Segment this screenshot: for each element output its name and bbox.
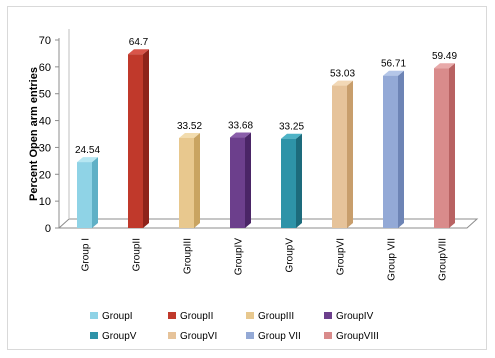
data-label: 33.52 bbox=[177, 121, 202, 132]
x-tick-label: GroupV bbox=[285, 238, 296, 273]
bar bbox=[434, 68, 449, 228]
bar-top bbox=[332, 80, 353, 86]
y-tick-label: 30 bbox=[39, 142, 51, 154]
legend-swatch bbox=[324, 312, 332, 319]
bar bbox=[332, 85, 347, 228]
bar bbox=[281, 138, 296, 228]
data-label: 24.54 bbox=[75, 145, 100, 156]
y-tick-label: 50 bbox=[39, 89, 51, 101]
bar bbox=[230, 137, 245, 228]
y-tick-label: 70 bbox=[39, 35, 51, 47]
bar-side bbox=[296, 133, 302, 228]
x-tick-label: GroupIII bbox=[183, 238, 194, 274]
chart-frame: 0 10 20 30 40 50 60 70 Percent Open arm entries 2… bbox=[7, 6, 487, 350]
y-tick-label: 40 bbox=[39, 116, 51, 128]
legend-label: GroupIV bbox=[336, 311, 374, 322]
bar-side bbox=[92, 157, 98, 228]
legend-swatch bbox=[90, 312, 98, 319]
legend-label: GroupV bbox=[102, 331, 137, 342]
bar bbox=[179, 137, 194, 228]
bar-top bbox=[230, 132, 251, 138]
y-tick-label: 10 bbox=[39, 196, 51, 208]
data-label: 33.68 bbox=[228, 121, 253, 132]
legend-label: GroupII bbox=[180, 311, 213, 322]
legend-swatch bbox=[168, 332, 176, 339]
legend-swatch bbox=[168, 312, 176, 319]
y-axis-label: Percent Open arm entries bbox=[28, 67, 40, 201]
legend-swatch bbox=[246, 312, 254, 319]
legend-label: GroupI bbox=[102, 311, 133, 322]
y-tick-label: 20 bbox=[39, 169, 51, 181]
bar-top bbox=[179, 132, 200, 138]
x-tick-label: GroupII bbox=[132, 238, 143, 271]
data-label: 64.7 bbox=[129, 37, 149, 48]
bar-side bbox=[449, 63, 455, 229]
legend-swatch bbox=[246, 332, 254, 339]
legend-label: Group VII bbox=[258, 331, 301, 342]
legend-label: GroupVI bbox=[180, 331, 217, 342]
data-label: 53.03 bbox=[330, 69, 355, 80]
legend-label: GroupVIII bbox=[336, 331, 379, 342]
legend-swatch bbox=[324, 332, 332, 339]
bar bbox=[383, 75, 398, 228]
bar bbox=[77, 162, 92, 228]
bar-top bbox=[128, 49, 149, 55]
bar-top bbox=[434, 63, 455, 69]
x-tick-label: Group VII bbox=[387, 238, 398, 281]
bar-top bbox=[77, 157, 98, 163]
data-label: 33.25 bbox=[279, 122, 304, 133]
bar-top bbox=[281, 133, 302, 139]
data-label: 59.49 bbox=[432, 51, 457, 62]
x-tick-label: GroupIV bbox=[234, 238, 245, 276]
bar-side bbox=[143, 49, 149, 229]
x-tick-label: GroupVI bbox=[336, 238, 347, 275]
bar-side bbox=[245, 132, 251, 228]
data-label: 56.71 bbox=[381, 59, 406, 70]
bar-side bbox=[194, 132, 200, 228]
x-tick-label: Group I bbox=[81, 238, 92, 271]
bar-side bbox=[398, 70, 404, 228]
y-tick-label: 60 bbox=[39, 62, 51, 74]
legend-label: GroupIII bbox=[258, 311, 294, 322]
y-tick-label: 0 bbox=[45, 223, 51, 235]
plot-floor bbox=[57, 38, 479, 229]
x-tick-label: GroupVIII bbox=[438, 238, 449, 281]
bar-side bbox=[347, 80, 353, 228]
bar-chart: 0 10 20 30 40 50 60 70 Percent Open arm entries 2… bbox=[28, 29, 479, 342]
bar bbox=[128, 54, 143, 229]
legend-swatch bbox=[90, 332, 98, 339]
bar-top bbox=[383, 70, 404, 76]
